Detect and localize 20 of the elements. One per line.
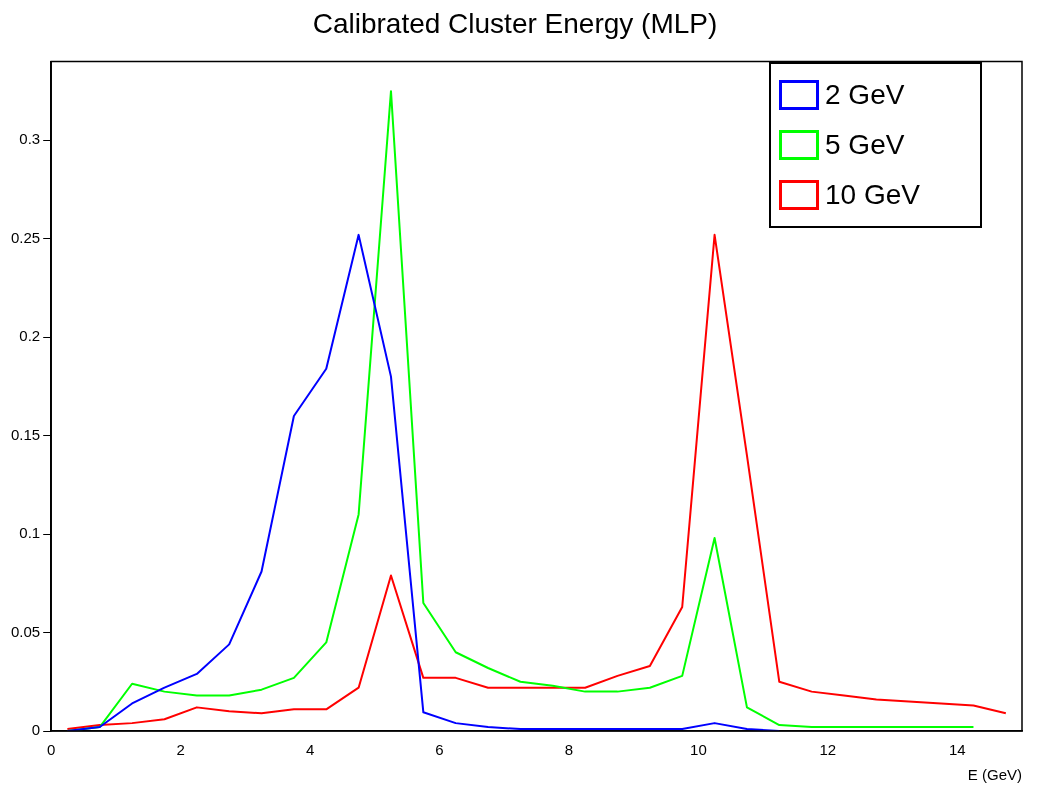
x-axis-title: E (GeV) — [967, 766, 1022, 784]
x-tick-label: 10 — [690, 741, 707, 759]
x-tick-label: 2 — [176, 741, 185, 759]
y-tick-label: 0.3 — [19, 130, 41, 148]
x-tick-label: 4 — [305, 741, 315, 759]
x-tick-label: 12 — [819, 741, 837, 759]
legend-label: 10 GeV — [825, 178, 920, 211]
y-tick-label: 0.2 — [19, 327, 41, 345]
y-tick-label: 0.1 — [19, 524, 41, 542]
y-tick-label: 0 — [31, 721, 41, 739]
x-tick-label: 6 — [435, 741, 444, 759]
y-tick-label: 0.05 — [10, 622, 41, 640]
chart-title: Calibrated Cluster Energy (MLP) — [312, 7, 718, 39]
y-tick-label: 0.25 — [10, 228, 41, 246]
x-tick-label: 0 — [47, 741, 56, 759]
legend-label: 2 GeV — [825, 78, 905, 111]
x-tick-label: 14 — [948, 741, 966, 759]
x-tick-label: 8 — [564, 741, 574, 759]
y-tick-label: 0.15 — [10, 425, 41, 443]
legend-label: 5 GeV — [825, 128, 905, 161]
